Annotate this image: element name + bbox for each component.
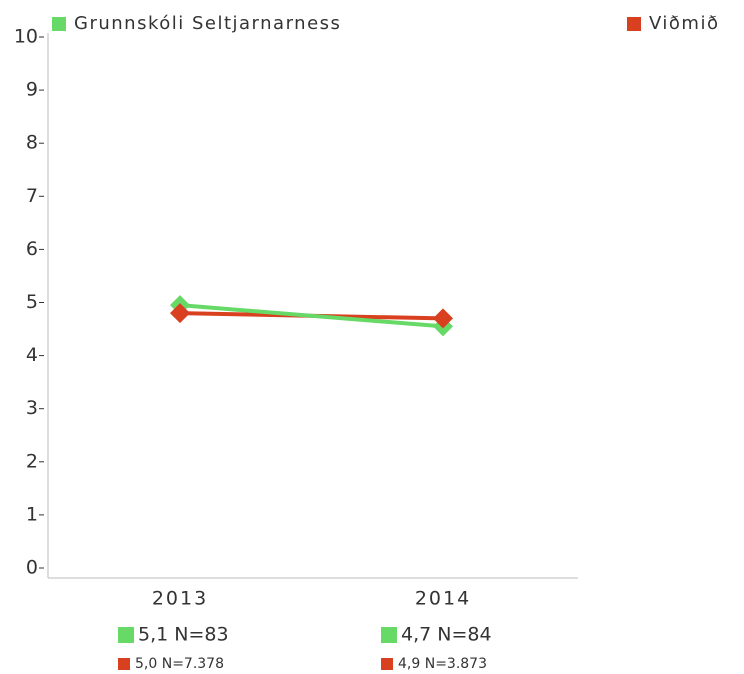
legend-label: Viðmið bbox=[649, 13, 719, 34]
summary-swatch bbox=[381, 658, 393, 670]
legend-label: Grunnskóli Seltjarnarness bbox=[74, 13, 341, 34]
y-tick-label: 4 bbox=[26, 344, 38, 366]
y-tick-label: 0 bbox=[26, 557, 38, 579]
y-tick-label: 5 bbox=[26, 291, 38, 313]
summary-swatch bbox=[381, 627, 397, 643]
summary-label: 5,0 N=7.378 bbox=[135, 656, 224, 672]
summary-label: 5,1 N=83 bbox=[138, 624, 229, 646]
x-tick-label: 2014 bbox=[415, 588, 471, 610]
summary-label: 4,7 N=84 bbox=[401, 624, 492, 646]
legend-swatch bbox=[627, 17, 641, 31]
summary-swatch bbox=[118, 627, 134, 643]
point bbox=[170, 303, 190, 324]
y-tick-label: 10 bbox=[14, 26, 38, 48]
point bbox=[433, 308, 453, 329]
y-tick-label: 8 bbox=[26, 132, 38, 154]
line bbox=[179, 303, 444, 329]
y-tick-label: 6 bbox=[26, 238, 38, 260]
y-tick-label: 2 bbox=[26, 450, 38, 472]
y-tick-label: 7 bbox=[26, 185, 38, 207]
x-tick-label: 2013 bbox=[152, 588, 208, 610]
summary-label: 4,9 N=3.873 bbox=[398, 656, 487, 672]
y-tick-label: 9 bbox=[26, 79, 38, 101]
summary-swatch bbox=[118, 658, 130, 670]
y-tick-label: 1 bbox=[26, 503, 38, 525]
y-tick-label: 3 bbox=[26, 397, 38, 419]
legend-swatch bbox=[52, 17, 66, 31]
